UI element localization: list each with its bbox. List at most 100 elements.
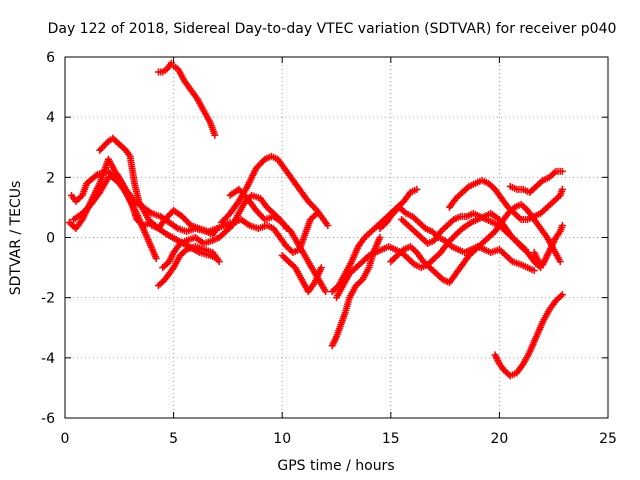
- y-tick-labels: -6 -4 -2 0 2 4 6: [41, 50, 55, 427]
- y-tick-label: -6: [41, 411, 55, 427]
- data-point: [535, 223, 543, 231]
- data-point: [316, 265, 324, 273]
- data-point: [520, 244, 528, 252]
- data-point: [389, 245, 397, 253]
- series-track-20: [491, 291, 566, 380]
- grid: [65, 57, 608, 418]
- data-point: [550, 169, 558, 177]
- data-point: [241, 191, 249, 199]
- data-point: [363, 253, 371, 261]
- data-point: [234, 211, 242, 219]
- data-point: [521, 263, 529, 271]
- data-point: [528, 213, 536, 221]
- data-point: [461, 212, 469, 220]
- series-track-04: [96, 134, 221, 235]
- series-track-13: [328, 185, 421, 296]
- data-point: [321, 286, 329, 294]
- data-point: [157, 68, 165, 76]
- data-point: [102, 140, 110, 148]
- series-track-17: [387, 200, 564, 287]
- data-point: [286, 172, 294, 180]
- data-point: [411, 186, 419, 194]
- plot-frame: [64, 56, 609, 419]
- data-point: [507, 256, 515, 264]
- data-point: [205, 117, 213, 125]
- data-point: [161, 229, 169, 237]
- data-point: [547, 244, 555, 252]
- data-point: [258, 212, 266, 220]
- chart-title: Day 122 of 2018, Sidereal Day-to-day VTE…: [48, 21, 617, 37]
- x-tick-label: 10: [273, 431, 291, 447]
- data-point: [120, 145, 128, 153]
- data-point: [406, 211, 414, 219]
- data-point: [303, 256, 311, 264]
- data-point: [336, 323, 344, 331]
- data-point: [184, 218, 192, 226]
- data-point: [234, 199, 242, 207]
- series-track-15: [376, 203, 538, 275]
- data-point: [186, 84, 194, 92]
- data-point: [132, 207, 140, 215]
- series-track-11: [278, 252, 325, 296]
- data-point: [192, 93, 200, 101]
- y-tick-label: 6: [46, 50, 55, 66]
- data-point: [351, 284, 359, 292]
- x-tick-labels: 0 5 10 15 20 25: [61, 431, 617, 447]
- data-point: [213, 235, 221, 243]
- data-point: [311, 211, 319, 219]
- data-point: [482, 178, 490, 186]
- data-point: [172, 223, 180, 231]
- data-point: [400, 208, 408, 216]
- data-point: [90, 173, 98, 181]
- series-track-05: [154, 59, 219, 139]
- data-point: [310, 203, 318, 211]
- data-point: [498, 364, 506, 372]
- data-point: [332, 335, 340, 343]
- data-point: [528, 266, 536, 274]
- data-point: [161, 67, 169, 75]
- data-point: [169, 250, 177, 258]
- y-tick-label: -4: [41, 351, 55, 367]
- data-point: [474, 211, 482, 219]
- data-point: [357, 277, 365, 285]
- data-point: [534, 210, 542, 218]
- data-point: [465, 220, 473, 228]
- data-point: [543, 174, 551, 182]
- data-point: [207, 237, 215, 245]
- series-track-08: [217, 152, 332, 229]
- data-point: [443, 278, 451, 286]
- data-point: [364, 266, 372, 274]
- data-point: [437, 274, 445, 282]
- data-point: [214, 256, 222, 264]
- data-point: [480, 214, 488, 222]
- data-point: [515, 214, 523, 222]
- data-point: [452, 245, 460, 253]
- data-point: [469, 180, 477, 188]
- data-point: [353, 244, 361, 252]
- data-point: [451, 271, 459, 279]
- data-point: [340, 311, 348, 319]
- series-track-06: [154, 243, 223, 290]
- data-point: [525, 350, 533, 358]
- data-point: [555, 256, 563, 264]
- data-point: [511, 184, 519, 192]
- series-track-14: [333, 209, 545, 302]
- data-point: [347, 260, 355, 268]
- data-point: [345, 296, 353, 304]
- x-tick-label: 5: [169, 431, 178, 447]
- data-point: [84, 203, 92, 211]
- data-point: [344, 272, 352, 280]
- data-point: [146, 208, 154, 216]
- data-point: [145, 238, 153, 246]
- data-point: [309, 280, 317, 288]
- y-tick-label: 4: [46, 110, 55, 126]
- data-point: [186, 220, 194, 228]
- data-point: [454, 213, 462, 221]
- x-tick-label: 20: [490, 431, 508, 447]
- data-point: [258, 158, 266, 166]
- data-point: [103, 139, 111, 147]
- data-point: [110, 165, 118, 173]
- series-track-16: [398, 209, 529, 254]
- data-point: [279, 163, 287, 171]
